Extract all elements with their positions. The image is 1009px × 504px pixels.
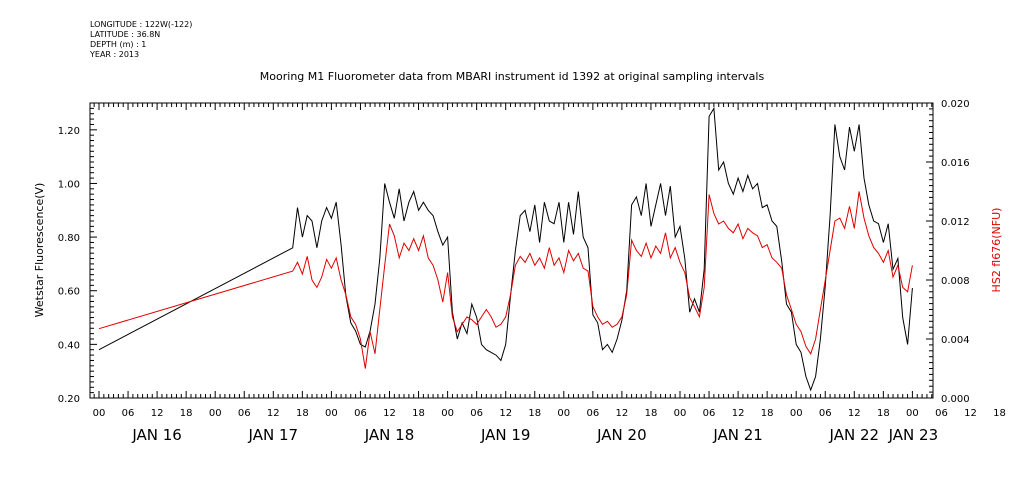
y2-tick-label: 0.020 <box>941 99 970 110</box>
depth-text: DEPTH (m) : 1 <box>90 40 147 49</box>
y2-tick-label: 0.012 <box>941 217 970 228</box>
x-day-label: JAN 21 <box>712 426 763 444</box>
x-hour-tick-label: 18 <box>993 408 1006 419</box>
x-hour-tick-label: 06 <box>238 408 251 419</box>
x-hour-tick-label: 06 <box>819 408 832 419</box>
x-day-label: JAN 19 <box>480 426 531 444</box>
axis-ticks <box>90 102 933 399</box>
x-hour-tick-label: 00 <box>209 408 222 419</box>
x-day-label: JAN 17 <box>248 426 299 444</box>
x-hour-tick-label: 18 <box>528 408 541 419</box>
x-hour-tick-label: 12 <box>383 408 396 419</box>
metadata-block: LONGITUDE : 122W(-122) LATITUDE : 36.8N … <box>90 20 192 60</box>
x-hour-tick-label: 12 <box>732 408 745 419</box>
y2-tick-label: 0.000 <box>941 394 970 405</box>
y-tick-label: 0.40 <box>58 340 80 351</box>
y-tick-label: 0.20 <box>58 394 80 405</box>
wetstar-fluorescence-line <box>98 106 913 392</box>
x-hour-tick-label: 12 <box>267 408 280 419</box>
x-day-label: JAN 18 <box>364 426 415 444</box>
y2-axis-label: HS2 fl676(NFU) <box>990 208 1003 293</box>
x-hour-tick-label: 06 <box>122 408 135 419</box>
y2-tick-label: 0.004 <box>941 335 970 346</box>
x-hour-tick-label: 12 <box>964 408 977 419</box>
x-hour-tick-label: 06 <box>586 408 599 419</box>
y2-tick-label: 0.008 <box>941 276 970 287</box>
chart-title: Mooring M1 Fluorometer data from MBARI i… <box>260 70 765 83</box>
x-hour-tick-label: 18 <box>296 408 309 419</box>
x-hour-tick-label: 00 <box>557 408 570 419</box>
x-hour-tick-label: 18 <box>761 408 774 419</box>
latitude-text: LATITUDE : 36.8N <box>90 30 161 39</box>
x-hour-tick-label: 00 <box>93 408 106 419</box>
x-hour-tick-label: 06 <box>354 408 367 419</box>
x-hour-tick-label: 12 <box>499 408 512 419</box>
y-tick-label: 1.20 <box>58 126 80 137</box>
x-hour-tick-label: 06 <box>703 408 716 419</box>
y-tick-label: 1.00 <box>58 179 80 190</box>
x-day-label: JAN 22 <box>829 426 880 444</box>
x-day-label: JAN 20 <box>596 426 647 444</box>
x-hour-tick-label: 18 <box>412 408 425 419</box>
x-hour-tick-label: 00 <box>674 408 687 419</box>
x-hour-tick-label: 12 <box>616 408 629 419</box>
x-hour-tick-label: 12 <box>848 408 861 419</box>
x-hour-tick-label: 06 <box>935 408 948 419</box>
x-hour-tick-label: 00 <box>325 408 338 419</box>
y-tick-label: 0.80 <box>58 233 80 244</box>
x-hour-tick-label: 18 <box>180 408 193 419</box>
series-lines <box>98 106 913 392</box>
year-text: YEAR : 2013 <box>90 50 140 59</box>
x-day-label: JAN 23 <box>888 426 939 444</box>
x-hour-tick-label: 18 <box>877 408 890 419</box>
hs2-fl676-line <box>98 191 913 369</box>
y2-tick-label: 0.016 <box>941 158 970 169</box>
x-day-label: JAN 16 <box>131 426 182 444</box>
x-hour-tick-label: 00 <box>906 408 919 419</box>
x-hour-tick-label: 12 <box>151 408 164 419</box>
x-hour-tick-label: 00 <box>441 408 454 419</box>
x-hour-tick-label: 00 <box>790 408 803 419</box>
axis-tick-labels: 00 06 12 18 00 06 12 18 00 06 12 18 00 06 12 18 00 06 12 18… <box>58 99 1006 444</box>
plot-frame <box>89 102 934 399</box>
y-axis-label: Wetstar Fluorescence(V) <box>33 183 46 318</box>
x-hour-tick-label: 06 <box>470 408 483 419</box>
longitude-text: LONGITUDE : 122W(-122) <box>90 20 193 29</box>
x-hour-tick-label: 18 <box>645 408 658 419</box>
y-tick-label: 0.60 <box>58 287 80 298</box>
